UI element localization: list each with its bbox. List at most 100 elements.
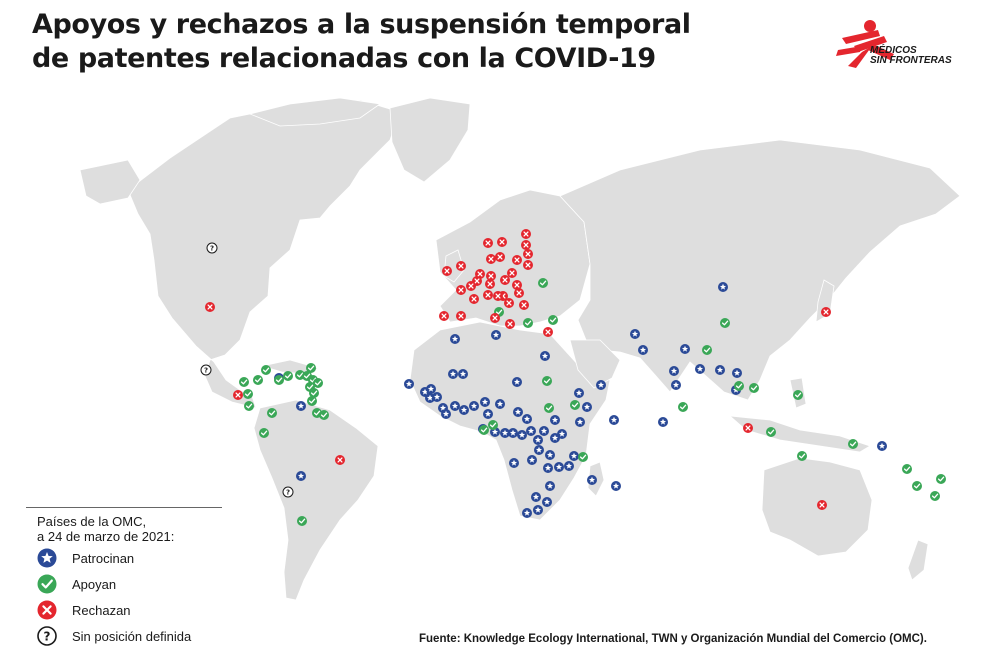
map-title-line-1: Apoyos y rechazos a la suspensión tempor… [32,9,691,40]
country-marker-reject [523,249,533,259]
svg-text:?: ? [44,630,51,644]
country-marker-sponsor [522,508,532,518]
cross-icon [37,600,57,620]
country-marker-support [578,452,588,462]
country-marker-support [902,464,912,474]
country-marker-reject [519,300,529,310]
country-marker-support [678,402,688,412]
legend-label-apoyan: Apoyan [72,576,117,592]
country-marker-sponsor [296,471,306,481]
country-marker-sponsor [557,429,567,439]
country-marker-support [267,408,277,418]
south-america [253,399,379,601]
legend-item-rechazan: Rechazan [26,598,222,622]
country-marker-sponsor [715,365,725,375]
australia [761,457,873,557]
country-marker-support [488,420,498,430]
country-marker-reject [490,313,500,323]
country-marker-sponsor [531,492,541,502]
indonesia [728,415,871,453]
country-marker-reject [543,327,553,337]
country-marker-reject [442,266,452,276]
country-marker-support [307,396,317,406]
country-marker-reject [817,500,827,510]
country-marker-reject [335,455,345,465]
country-marker-sponsor [500,428,510,438]
country-marker-sponsor [534,445,544,455]
msf-logo-line-1: MÉDICOS [870,45,917,56]
country-marker-sponsor [550,415,560,425]
country-marker-sponsor [587,475,597,485]
country-marker-support [930,491,940,501]
country-marker-support [793,390,803,400]
msf-logo [836,20,894,68]
country-marker-sponsor [480,397,490,407]
country-marker-reject [821,307,831,317]
country-marker-reject [469,294,479,304]
country-marker-reject [495,252,505,262]
country-marker-support [309,388,319,398]
country-marker-reject [493,291,503,301]
country-marker-sponsor [404,379,414,389]
world-map: ??? [79,97,961,601]
country-marker-reject [500,275,510,285]
country-marker-reject [456,311,466,321]
country-marker-reject [521,229,531,239]
country-marker-support [766,427,776,437]
country-marker-reject [514,288,524,298]
country-marker-sponsor [458,369,468,379]
country-marker-sponsor [574,388,584,398]
country-marker-sponsor [432,392,442,402]
country-marker-reject [233,390,243,400]
country-marker-sponsor [512,377,522,387]
country-marker-support [570,400,580,410]
legend-label-patrocinan: Patrocinan [72,550,135,566]
country-marker-support [244,401,254,411]
country-marker-support [538,278,548,288]
country-marker-undefined: ? [200,364,212,376]
question-icon: ? [37,626,57,646]
country-marker-support [936,474,946,484]
country-marker-sponsor [543,463,553,473]
country-marker-sponsor [513,407,523,417]
svg-text:?: ? [286,489,290,497]
country-marker-sponsor [526,426,536,436]
country-marker-reject [486,254,496,264]
country-marker-reject [205,302,215,312]
country-marker-sponsor [630,329,640,339]
country-marker-sponsor [491,330,501,340]
country-marker-sponsor [517,430,527,440]
country-marker-sponsor [533,435,543,445]
country-marker-sponsor [508,428,518,438]
country-marker-reject [456,261,466,271]
country-marker-support [749,383,759,393]
alaska [79,159,141,205]
country-marker-reject [523,260,533,270]
legend-label-rechazan: Rechazan [72,602,131,618]
country-marker-sponsor [450,401,460,411]
country-marker-reject [456,285,466,295]
country-marker-reject [512,280,522,290]
star-icon [37,548,57,568]
country-marker-sponsor [441,409,451,419]
country-marker-sponsor [459,405,469,415]
legend-item-sin-posicion: ? Sin posición definida [26,624,222,648]
country-marker-sponsor [564,461,574,471]
new-zealand [907,539,929,581]
asia [559,139,961,401]
country-marker-sponsor [554,462,564,472]
country-marker-support [548,315,558,325]
country-marker-support [313,378,323,388]
country-marker-support [274,375,284,385]
country-marker-sponsor [718,282,728,292]
legend-item-patrocinan: Patrocinan [26,546,222,570]
country-marker-support [243,389,253,399]
country-marker-support [702,345,712,355]
country-marker-sponsor [596,380,606,390]
country-marker-support [544,403,554,413]
msf-runner-icon [836,20,894,68]
country-marker-sponsor [469,401,479,411]
country-marker-sponsor [296,401,306,411]
country-marker-reject [521,240,531,250]
country-marker-sponsor [611,481,621,491]
